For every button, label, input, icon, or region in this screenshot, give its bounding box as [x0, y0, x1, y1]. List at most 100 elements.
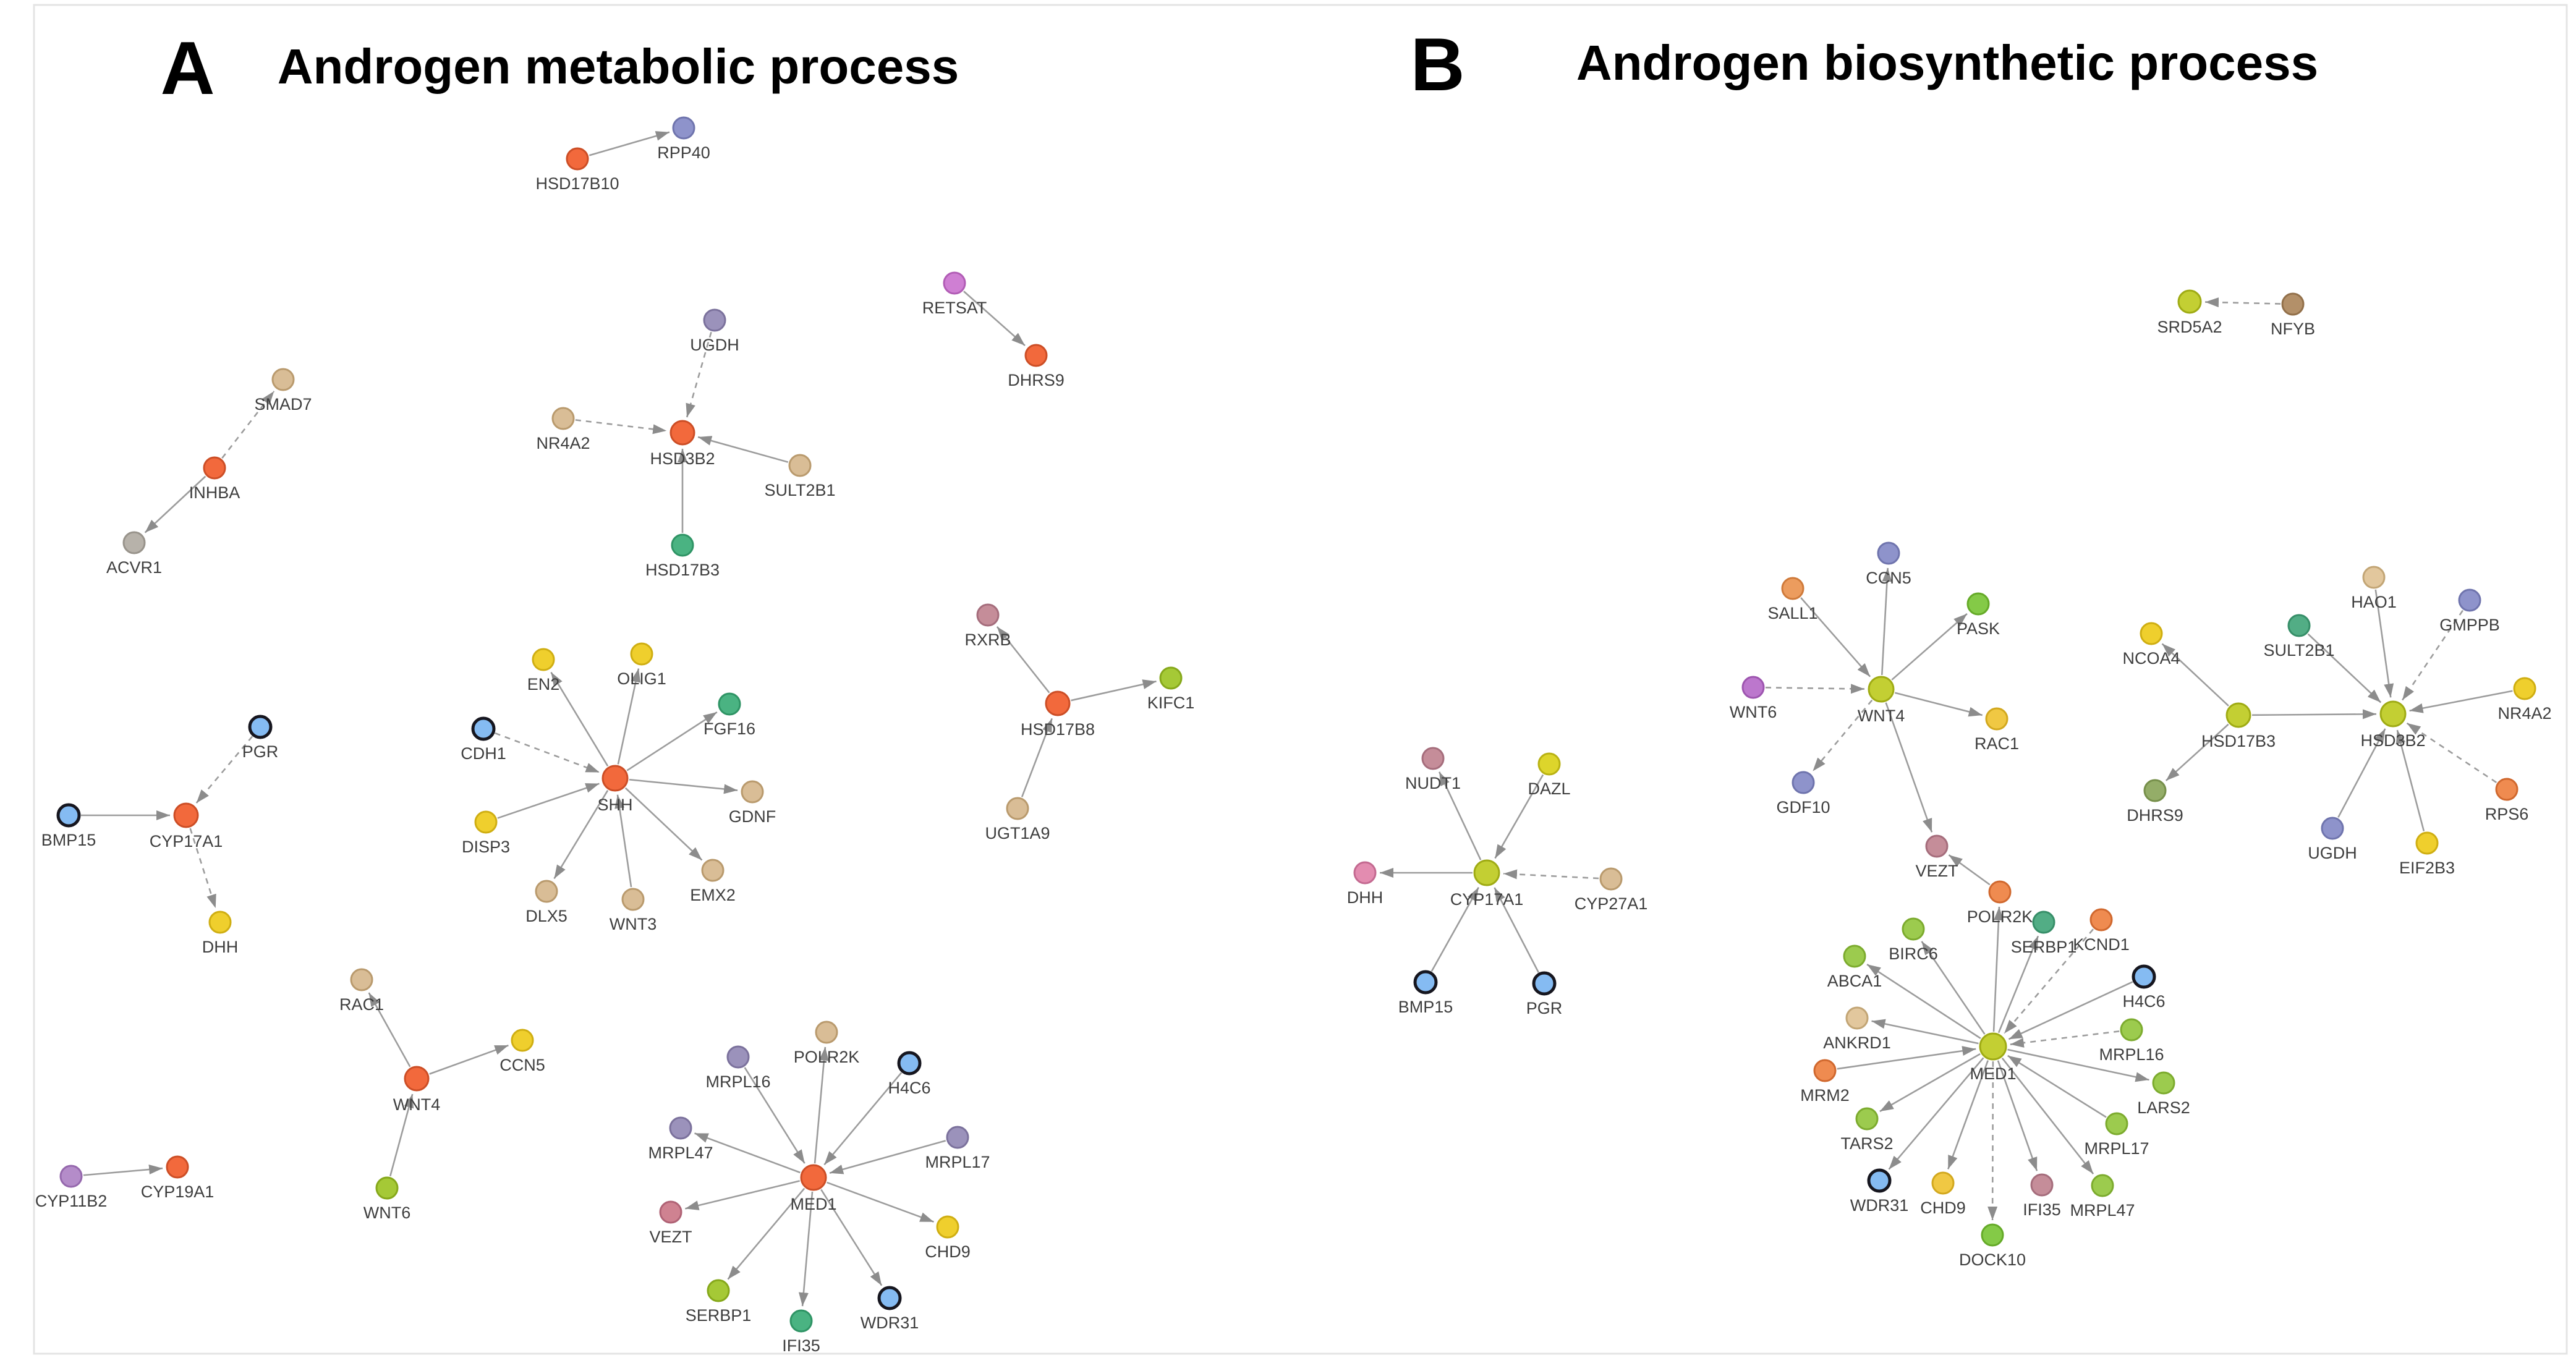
- node-smad7-panel-a[interactable]: SMAD7: [254, 368, 312, 414]
- node-shh-panel-a[interactable]: SHH: [597, 765, 633, 814]
- gene-node-circle[interactable]: [2143, 779, 2167, 802]
- gene-node-circle[interactable]: [1813, 1059, 1837, 1082]
- node-sult2b1-panel-a[interactable]: SULT2B1: [764, 454, 836, 499]
- node-rxrb-panel-a[interactable]: RXRB: [964, 603, 1011, 649]
- node-fgf16-panel-a[interactable]: FGF16: [704, 692, 755, 738]
- gene-node-circle[interactable]: [2321, 817, 2344, 840]
- gene-node-circle[interactable]: [788, 454, 812, 477]
- node-olig1-panel-a[interactable]: OLIG1: [617, 642, 666, 688]
- node-bmp15-panel-a[interactable]: BMP15: [41, 803, 96, 849]
- node-dhh-panel-a[interactable]: DHH: [202, 910, 239, 956]
- gene-node-circle[interactable]: [1599, 867, 1623, 891]
- gene-node-circle[interactable]: [897, 1051, 922, 1076]
- node-hsd17b10-panel-a[interactable]: HSD17B10: [535, 147, 619, 193]
- node-hsd3b2-panel-a[interactable]: HSD3B2: [650, 420, 715, 468]
- gene-node-circle[interactable]: [707, 1279, 730, 1302]
- gene-node-circle[interactable]: [659, 1200, 682, 1224]
- gene-node-circle[interactable]: [1537, 752, 1561, 776]
- node-sult2b1-panel-b[interactable]: SULT2B1: [2263, 614, 2335, 660]
- gene-node-circle[interactable]: [166, 1155, 189, 1179]
- node-cyp11b2-panel-a[interactable]: CYP11B2: [35, 1165, 108, 1210]
- node-pgr-panel-b[interactable]: PGR: [1526, 971, 1563, 1017]
- node-dhrs9-panel-a[interactable]: DHRS9: [1008, 344, 1065, 389]
- node-abca1-panel-b[interactable]: ABCA1: [1827, 944, 1882, 990]
- node-srd5a2-panel-b[interactable]: SRD5A2: [2157, 289, 2222, 336]
- node-gdf10-panel-b[interactable]: GDF10: [1776, 771, 1830, 817]
- gene-node-circle[interactable]: [701, 859, 725, 882]
- gene-node-circle[interactable]: [2415, 831, 2439, 855]
- gene-node-circle[interactable]: [404, 1066, 430, 1092]
- node-hsd17b3-panel-a[interactable]: HSD17B3: [645, 533, 720, 579]
- gene-node-circle[interactable]: [1781, 577, 1804, 600]
- node-ifi35-panel-b[interactable]: IFI35: [2023, 1173, 2061, 1219]
- node-en2-panel-a[interactable]: EN2: [527, 648, 560, 694]
- node-serbp1-panel-b[interactable]: SERBP1: [2011, 910, 2077, 956]
- gene-node-circle[interactable]: [1855, 1107, 1879, 1131]
- gene-node-circle[interactable]: [2177, 289, 2202, 314]
- node-cyp19a1-panel-a[interactable]: CYP19A1: [141, 1155, 215, 1201]
- node-pask-panel-b[interactable]: PASK: [1957, 592, 2000, 638]
- node-dock10-panel-b[interactable]: DOCK10: [1959, 1223, 2026, 1269]
- gene-node-circle[interactable]: [1024, 344, 1048, 367]
- gene-node-circle[interactable]: [2091, 1174, 2114, 1197]
- gene-node-circle[interactable]: [2281, 292, 2305, 316]
- node-pgr-panel-a[interactable]: PGR: [242, 715, 279, 761]
- node-ccn5-panel-b[interactable]: CCN5: [1866, 541, 1911, 587]
- node-nudt1-panel-b[interactable]: NUDT1: [1405, 747, 1461, 792]
- node-disp3-panel-a[interactable]: DISP3: [462, 810, 510, 856]
- node-mrm2-panel-b[interactable]: MRM2: [1800, 1059, 1850, 1105]
- node-kifc1-panel-a[interactable]: KIFC1: [1147, 666, 1195, 712]
- gene-node-circle[interactable]: [1421, 747, 1445, 770]
- gene-node-circle[interactable]: [511, 1029, 534, 1052]
- node-ncoa4-panel-b[interactable]: NCOA4: [2122, 622, 2180, 668]
- gene-node-circle[interactable]: [877, 1286, 902, 1310]
- gene-node-circle[interactable]: [2225, 702, 2251, 728]
- node-wnt4-panel-b[interactable]: WNT4: [1858, 676, 1905, 725]
- node-kcnd1-panel-b[interactable]: KCND1: [2073, 908, 2130, 954]
- gene-node-circle[interactable]: [789, 1309, 813, 1333]
- gene-node-circle[interactable]: [2140, 622, 2163, 645]
- node-inhba-panel-a[interactable]: INHBA: [189, 456, 240, 502]
- node-cdh1-panel-a[interactable]: CDH1: [461, 716, 506, 763]
- gene-node-circle[interactable]: [350, 968, 373, 991]
- gene-node-circle[interactable]: [1979, 1032, 2007, 1061]
- node-polr2k-panel-b[interactable]: POLR2K: [1967, 880, 2033, 926]
- gene-node-circle[interactable]: [173, 802, 199, 828]
- node-cyp17a1-panel-a[interactable]: CYP17A1: [150, 802, 223, 851]
- node-h4c6-panel-a[interactable]: H4C6: [888, 1051, 931, 1097]
- node-mrpl17-panel-a[interactable]: MRPL17: [925, 1126, 990, 1171]
- gene-node-circle[interactable]: [2287, 614, 2311, 637]
- gene-node-circle[interactable]: [1985, 707, 2009, 731]
- gene-node-circle[interactable]: [59, 1165, 83, 1188]
- node-mrpl16-panel-b[interactable]: MRPL16: [2099, 1018, 2164, 1064]
- gene-node-circle[interactable]: [1792, 771, 1815, 794]
- node-retsat-panel-a[interactable]: RETSAT: [922, 271, 987, 317]
- node-hsd17b3-panel-b[interactable]: HSD17B3: [2201, 702, 2276, 750]
- node-serbp1-panel-a[interactable]: SERBP1: [686, 1279, 752, 1325]
- gene-node-circle[interactable]: [208, 910, 232, 934]
- node-h4c6-panel-b[interactable]: H4C6: [2122, 964, 2166, 1011]
- gene-node-circle[interactable]: [1006, 797, 1029, 820]
- gene-node-circle[interactable]: [943, 271, 966, 295]
- gene-node-circle[interactable]: [672, 116, 695, 140]
- gene-node-circle[interactable]: [2120, 1018, 2143, 1042]
- gene-node-circle[interactable]: [2379, 700, 2407, 728]
- gene-node-circle[interactable]: [1988, 880, 2012, 904]
- gene-node-circle[interactable]: [2495, 778, 2519, 801]
- gene-node-circle[interactable]: [1473, 859, 1500, 886]
- node-rac1-panel-b[interactable]: RAC1: [1975, 707, 2019, 753]
- gene-node-circle[interactable]: [1045, 690, 1071, 716]
- node-birc6-panel-b[interactable]: BIRC6: [1889, 917, 1938, 963]
- gene-node-circle[interactable]: [800, 1164, 827, 1191]
- node-gmppb-panel-b[interactable]: GMPPB: [2439, 588, 2500, 634]
- node-dazl-panel-b[interactable]: DAZL: [1528, 752, 1571, 798]
- gene-node-circle[interactable]: [621, 888, 645, 911]
- gene-node-circle[interactable]: [1925, 834, 1949, 858]
- gene-node-circle[interactable]: [936, 1215, 959, 1239]
- gene-node-circle[interactable]: [535, 880, 558, 903]
- node-wnt3-panel-a[interactable]: WNT3: [610, 888, 657, 933]
- node-polr2k-panel-a[interactable]: POLR2K: [794, 1021, 860, 1066]
- gene-node-circle[interactable]: [1532, 971, 1557, 996]
- node-chd9-panel-a[interactable]: CHD9: [925, 1215, 971, 1261]
- node-nfyb-panel-b[interactable]: NFYB: [2271, 292, 2315, 338]
